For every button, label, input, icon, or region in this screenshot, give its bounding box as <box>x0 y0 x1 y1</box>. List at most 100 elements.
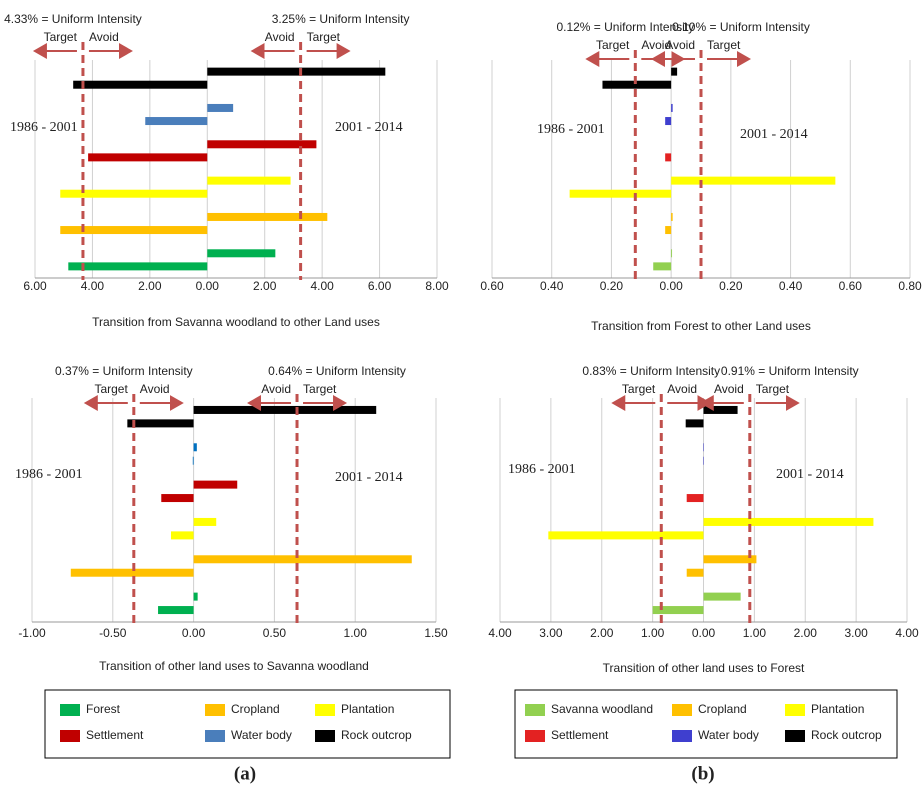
uniform-intensity-label: 0.12% = Uniform Intensity <box>556 20 694 34</box>
arrow-label: Avoid <box>265 30 295 44</box>
bar <box>207 176 291 185</box>
bar <box>170 531 194 540</box>
x-tick-label: 1.50 <box>424 626 448 640</box>
bar <box>703 405 738 414</box>
bar <box>665 153 672 162</box>
bar <box>68 262 208 271</box>
bar <box>671 103 673 112</box>
bar <box>158 606 194 615</box>
legend-swatch <box>315 730 335 742</box>
bar <box>703 517 874 526</box>
legend-label: Savanna woodland <box>551 702 653 716</box>
arrow-label: Target <box>707 38 741 52</box>
bar <box>161 494 194 503</box>
bar <box>88 153 208 162</box>
legend-swatch <box>60 704 80 716</box>
x-tick-label: 1.00 <box>344 626 368 640</box>
arrow-label: Avoid <box>261 382 291 396</box>
bar <box>207 67 386 76</box>
x-tick-label: 1.00 <box>641 626 665 640</box>
legend-label: Settlement <box>86 728 144 742</box>
x-axis-title: Transition of other land uses to Savanna… <box>99 659 369 673</box>
x-tick-label: 4.00 <box>895 626 919 640</box>
legend-box <box>514 689 898 759</box>
bar <box>193 405 377 414</box>
x-tick-label: 3.00 <box>539 626 563 640</box>
uniform-intensity-label: 0.37% = Uniform Intensity <box>55 364 193 378</box>
period-label: 2001 - 2014 <box>335 120 403 135</box>
x-tick-label: 2.00 <box>590 626 614 640</box>
bar <box>685 419 704 428</box>
uniform-intensity-label: 3.25% = Uniform Intensity <box>272 12 410 26</box>
bar <box>671 249 673 258</box>
legend-label: Water body <box>698 728 759 742</box>
x-tick-label: 4.00 <box>81 279 105 293</box>
legend-swatch <box>205 730 225 742</box>
arrow-label: Target <box>756 382 790 396</box>
bar <box>70 568 194 577</box>
bar <box>60 226 208 235</box>
bar <box>548 531 704 540</box>
bar <box>207 212 328 221</box>
x-tick-label: 4.00 <box>488 626 512 640</box>
x-tick-label: 0.40 <box>540 279 564 293</box>
period-label: 1986 - 2001 <box>537 122 605 137</box>
bar <box>703 443 705 452</box>
uniform-intensity-label: 0.10% = Uniform Intensity <box>672 20 810 34</box>
legend-label: Cropland <box>698 702 747 716</box>
period-label: 1986 - 2001 <box>508 462 576 477</box>
x-tick-label: 0.00 <box>659 279 683 293</box>
legend-label: Rock outcrop <box>341 728 412 742</box>
x-axis-title: Transition from Forest to other Land use… <box>591 319 811 333</box>
bar <box>665 226 672 235</box>
x-tick-label: -0.50 <box>99 626 127 640</box>
uniform-intensity-label: 0.64% = Uniform Intensity <box>268 364 406 378</box>
x-tick-label: 0.60 <box>480 279 504 293</box>
uniform-intensity-label: 0.83% = Uniform Intensity <box>582 364 720 378</box>
x-tick-label: 3.00 <box>844 626 868 640</box>
period-label: 2001 - 2014 <box>335 470 403 485</box>
x-tick-label: 0.80 <box>898 279 922 293</box>
caption: (a) <box>234 763 256 784</box>
bar <box>703 592 741 601</box>
bar <box>671 212 673 221</box>
bar <box>193 517 217 526</box>
period-label: 1986 - 2001 <box>10 120 78 135</box>
x-tick-label: 0.50 <box>263 626 287 640</box>
x-tick-label: -1.00 <box>18 626 46 640</box>
x-tick-label: 4.00 <box>310 279 334 293</box>
period-label: 1986 - 2001 <box>15 467 83 482</box>
legend-swatch <box>785 704 805 716</box>
legend-swatch <box>315 704 335 716</box>
bar <box>671 67 678 76</box>
bar <box>192 456 194 465</box>
arrow-label: Avoid <box>665 38 695 52</box>
x-tick-label: 6.00 <box>23 279 47 293</box>
bar <box>702 456 704 465</box>
arrow-label: Avoid <box>667 382 697 396</box>
x-tick-label: 0.00 <box>196 279 220 293</box>
arrow-label: Avoid <box>140 382 170 396</box>
period-label: 2001 - 2014 <box>776 467 844 482</box>
bar <box>652 606 704 615</box>
legend-label: Forest <box>86 702 121 716</box>
arrow-label: Avoid <box>714 382 744 396</box>
legend-swatch <box>672 704 692 716</box>
legend-swatch <box>205 704 225 716</box>
bar <box>193 592 198 601</box>
bar <box>569 189 672 198</box>
bar <box>193 480 238 489</box>
legend-box <box>44 689 451 759</box>
x-tick-label: 8.00 <box>425 279 449 293</box>
x-tick-label: 0.40 <box>779 279 803 293</box>
bar <box>127 419 194 428</box>
x-axis-title: Transition of other land uses to Forest <box>603 661 805 675</box>
x-tick-label: 0.60 <box>839 279 863 293</box>
legend-swatch <box>672 730 692 742</box>
legend-label: Water body <box>231 728 292 742</box>
x-tick-label: 2.00 <box>794 626 818 640</box>
x-tick-label: 2.00 <box>253 279 277 293</box>
bar <box>207 103 234 112</box>
legend-swatch <box>785 730 805 742</box>
